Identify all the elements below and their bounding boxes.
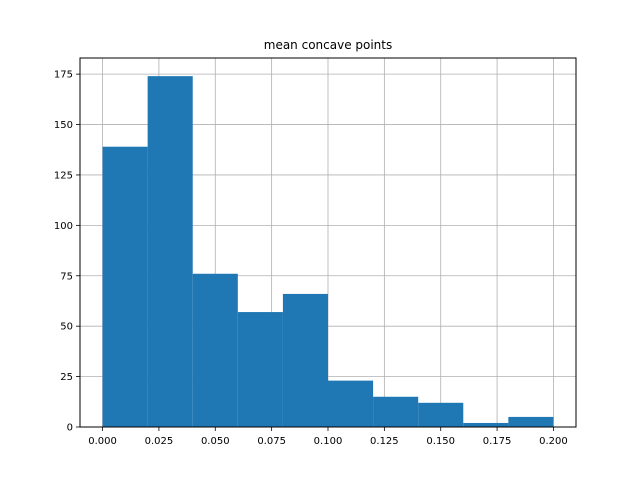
- y-axis: 0 25 50 75 100 125 150 175: [54, 70, 80, 434]
- x-axis: 0.000 0.025 0.050 0.075 0.100 0.125 0.150 0.175…: [88, 427, 568, 447]
- histogram-bar: [373, 396, 419, 427]
- y-tick-label: 0: [67, 423, 73, 434]
- x-tick-label: 0.175: [483, 436, 512, 447]
- histogram-bar: [328, 380, 374, 427]
- x-tick-label: 0.125: [370, 436, 399, 447]
- y-tick-label: 25: [60, 372, 73, 383]
- histogram-bar: [147, 76, 193, 428]
- x-tick-label: 0.100: [314, 436, 343, 447]
- y-tick-label: 75: [60, 271, 73, 282]
- chart-title: mean concave points: [264, 38, 393, 52]
- histogram-bar: [508, 416, 554, 427]
- histogram-bar: [282, 293, 328, 427]
- histogram-bars: [102, 76, 554, 428]
- x-tick-label: 0.050: [201, 436, 230, 447]
- y-tick-label: 125: [54, 170, 73, 181]
- x-tick-label: 0.025: [145, 436, 174, 447]
- histogram-bar: [102, 146, 148, 427]
- histogram-bar: [463, 422, 509, 427]
- histogram-bar: [237, 312, 283, 427]
- y-tick-label: 50: [60, 322, 73, 333]
- x-tick-label: 0.150: [426, 436, 455, 447]
- histogram-bar: [192, 273, 238, 427]
- y-tick-label: 175: [54, 70, 73, 81]
- y-tick-label: 100: [54, 221, 73, 232]
- x-tick-label: 0.200: [539, 436, 568, 447]
- histogram-bar: [418, 402, 464, 427]
- x-tick-label: 0.075: [257, 436, 286, 447]
- x-tick-label: 0.000: [88, 436, 117, 447]
- y-tick-label: 150: [54, 120, 73, 131]
